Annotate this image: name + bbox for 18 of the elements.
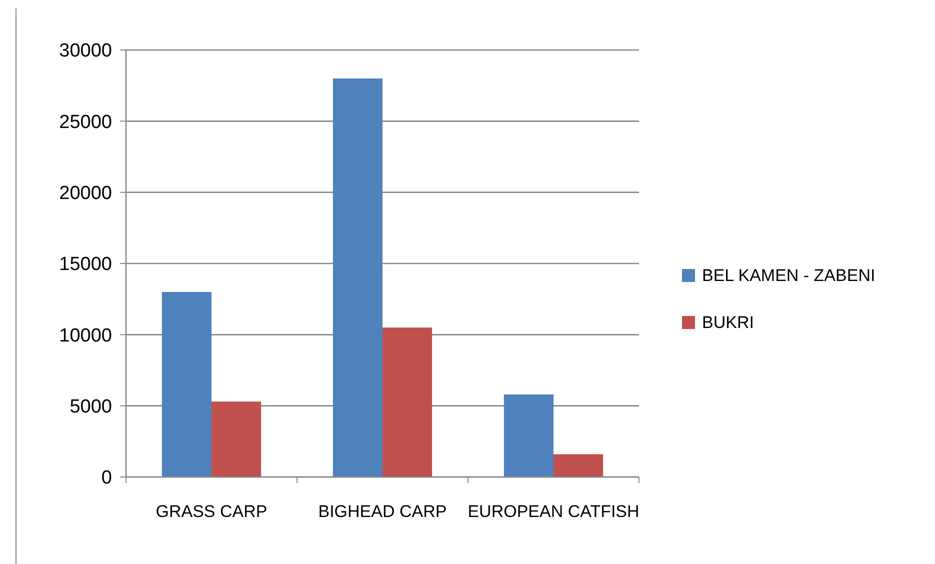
bar [504, 394, 554, 477]
y-tick-label: 5000 [70, 396, 112, 418]
y-tick-label: 20000 [59, 182, 112, 204]
x-tick-label: EUROPEAN CATFISH [468, 502, 640, 521]
y-tick-label: 0 [101, 468, 112, 489]
bar [332, 78, 382, 477]
x-tick-label: BIGHEAD CARP [318, 502, 447, 521]
y-tick-label: 30000 [59, 40, 112, 62]
bar [162, 292, 212, 477]
legend-label: BEL KAMEN - ZABENI [702, 266, 876, 285]
bar [554, 454, 604, 477]
legend-label: BUKRI [702, 312, 754, 332]
bar [382, 328, 432, 477]
y-tick-label: 15000 [59, 254, 112, 276]
y-tick-label: 25000 [59, 112, 112, 133]
y-tick-label: 10000 [59, 325, 112, 346]
x-tick-label: GRASS CARP [156, 502, 268, 521]
bar [212, 402, 262, 477]
